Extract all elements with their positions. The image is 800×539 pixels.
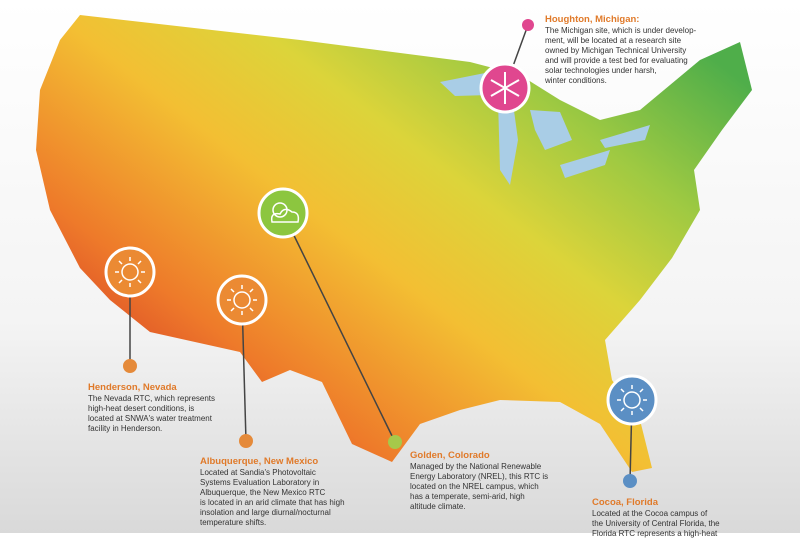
site-description-line: Florida RTC represents a high-heat (592, 529, 718, 538)
site-markers (123, 19, 637, 488)
site-description-line: ment, will be located at a research site (545, 36, 682, 45)
site-name: Henderson, Nevada (88, 382, 177, 393)
site-name: Houghton, Michigan: (545, 14, 640, 25)
site-name: Cocoa, Florida (592, 497, 658, 508)
site-description-line: Located at Sandia's Photovoltaic (200, 468, 316, 477)
site-description-line: and will provide a test bed for evaluati… (545, 56, 688, 65)
site-description-line: The Michigan site, which is under develo… (545, 26, 697, 35)
site-houghton: Houghton, Michigan: The Michigan site, wh… (545, 14, 745, 86)
site-icons (104, 62, 658, 426)
site-description-line: facility in Henderson. (88, 424, 163, 433)
site-description-line: located at SNWA's water treatment (88, 414, 212, 423)
site-description-line: winter conditions. (545, 76, 607, 85)
site-name: Albuquerque, New Mexico (200, 456, 319, 467)
site-description-line: has a temperate, semi-arid, high (410, 492, 525, 501)
site-description-line: Albuquerque, the New Mexico RTC (200, 488, 326, 497)
site-description-line: temperature shifts. (200, 518, 267, 527)
site-description-line: Systems Evaluation Laboratory in (200, 478, 320, 487)
site-description-line: Energy Laboratory (NREL), this RTC is (410, 472, 549, 481)
site-description-line: the University of Central Florida, the (592, 519, 720, 528)
site-description-line: is located in an arid climate that has h… (200, 498, 345, 507)
site-description-line: altitude climate. (410, 502, 466, 511)
site-description-line: owned by Michigan Technical University (545, 46, 687, 55)
site-henderson: Henderson, Nevada The Nevada RTC, which r… (88, 382, 258, 434)
site-description-line: solar technologies under harsh, (545, 66, 657, 75)
site-description-line: high-heat desert conditions, is (88, 404, 195, 413)
site-name: Golden, Colorado (410, 450, 490, 461)
site-golden: Golden, Colorado Managed by the National … (410, 450, 610, 512)
site-description-line: located on the NREL campus, which (410, 482, 539, 491)
site-description-line: Located at the Cocoa campus of (592, 509, 708, 518)
us-landmass (36, 15, 752, 472)
site-description-line: insolation and large diurnal/nocturnal (200, 508, 331, 517)
site-description-line: The Nevada RTC, which represents (88, 394, 216, 403)
site-description-line: Managed by the National Renewable (410, 462, 542, 471)
site-albuquerque: Albuquerque, New Mexico Located at Sandia… (200, 456, 400, 528)
